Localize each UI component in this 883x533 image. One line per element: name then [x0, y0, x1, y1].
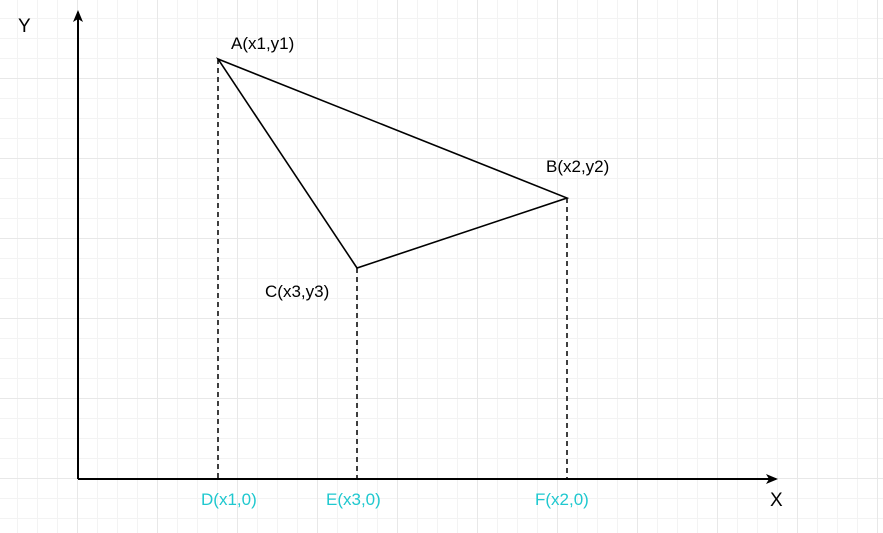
point-f-label: F(x2,0) — [535, 490, 589, 509]
triangle-abc — [215, 57, 570, 269]
point-d-label: D(x1,0) — [201, 490, 257, 509]
point-c-label: C(x3,y3) — [265, 282, 329, 301]
y-axis-label: Y — [18, 16, 31, 37]
point-b-label: B(x2,y2) — [546, 157, 609, 176]
point-e-label: E(x3,0) — [326, 490, 381, 509]
x-axis-label: X — [770, 490, 783, 511]
point-a-label: A(x1,y1) — [231, 34, 294, 53]
